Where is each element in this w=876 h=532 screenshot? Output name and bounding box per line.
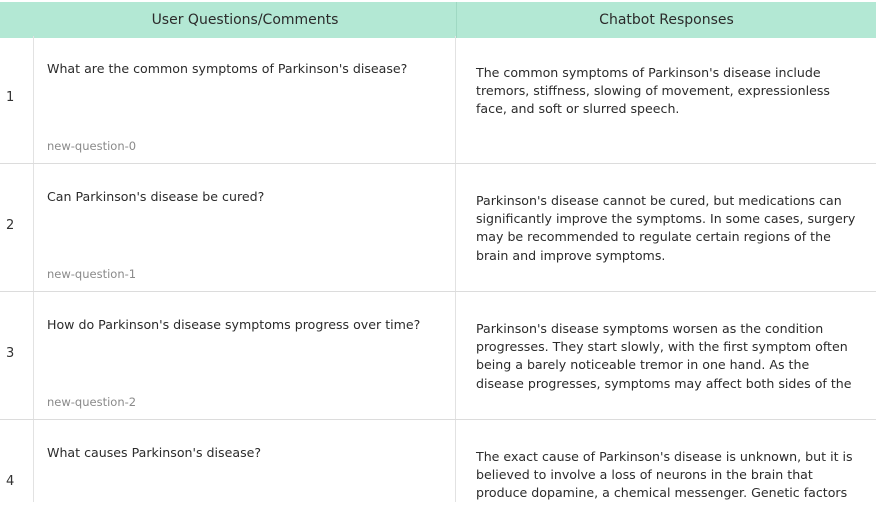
question-id: new-question-0 xyxy=(47,139,137,153)
table-row[interactable]: 1 What are the common symptoms of Parkin… xyxy=(0,36,876,164)
row-number-cell: 4 xyxy=(0,420,34,502)
question-cell[interactable]: What causes Parkinson's disease? xyxy=(34,420,456,502)
question-cell[interactable]: Can Parkinson's disease be cured? new-qu… xyxy=(34,164,456,291)
row-number-cell: 2 xyxy=(0,164,34,291)
response-cell[interactable]: The common symptoms of Parkinson's disea… xyxy=(457,36,876,163)
row-number: 1 xyxy=(6,90,15,105)
column-header-questions[interactable]: User Questions/Comments xyxy=(151,12,339,28)
response-text: Parkinson's disease symptoms worsen as t… xyxy=(476,321,852,391)
response-cell[interactable]: The exact cause of Parkinson's disease i… xyxy=(457,420,876,502)
row-number: 4 xyxy=(6,474,15,489)
question-cell[interactable]: What are the common symptoms of Parkinso… xyxy=(34,36,456,163)
response-text: Parkinson's disease cannot be cured, but… xyxy=(476,193,856,263)
table-row[interactable]: 4 What causes Parkinson's disease? The e… xyxy=(0,420,876,502)
row-number-cell: 1 xyxy=(0,36,34,163)
table-row[interactable]: 3 How do Parkinson's disease symptoms pr… xyxy=(0,292,876,420)
question-cell[interactable]: How do Parkinson's disease symptoms prog… xyxy=(34,292,456,419)
response-text: The common symptoms of Parkinson's disea… xyxy=(476,65,830,117)
question-text: Can Parkinson's disease be cured? xyxy=(47,189,265,204)
table-row[interactable]: 2 Can Parkinson's disease be cured? new-… xyxy=(0,164,876,292)
question-id: new-question-2 xyxy=(47,395,137,409)
response-cell[interactable]: Parkinson's disease symptoms worsen as t… xyxy=(457,292,876,419)
question-text: How do Parkinson's disease symptoms prog… xyxy=(47,317,421,332)
column-header-responses[interactable]: Chatbot Responses xyxy=(599,12,734,28)
response-cell[interactable]: Parkinson's disease cannot be cured, but… xyxy=(457,164,876,291)
question-text: What are the common symptoms of Parkinso… xyxy=(47,61,408,76)
row-number-cell: 3 xyxy=(0,292,34,419)
row-number: 2 xyxy=(6,218,15,233)
response-text: The exact cause of Parkinson's disease i… xyxy=(476,449,853,501)
column-divider xyxy=(456,2,457,38)
row-number: 3 xyxy=(6,346,15,361)
question-text: What causes Parkinson's disease? xyxy=(47,445,262,460)
header-row: User Questions/Comments Chatbot Response… xyxy=(0,0,876,38)
question-id: new-question-1 xyxy=(47,267,137,281)
